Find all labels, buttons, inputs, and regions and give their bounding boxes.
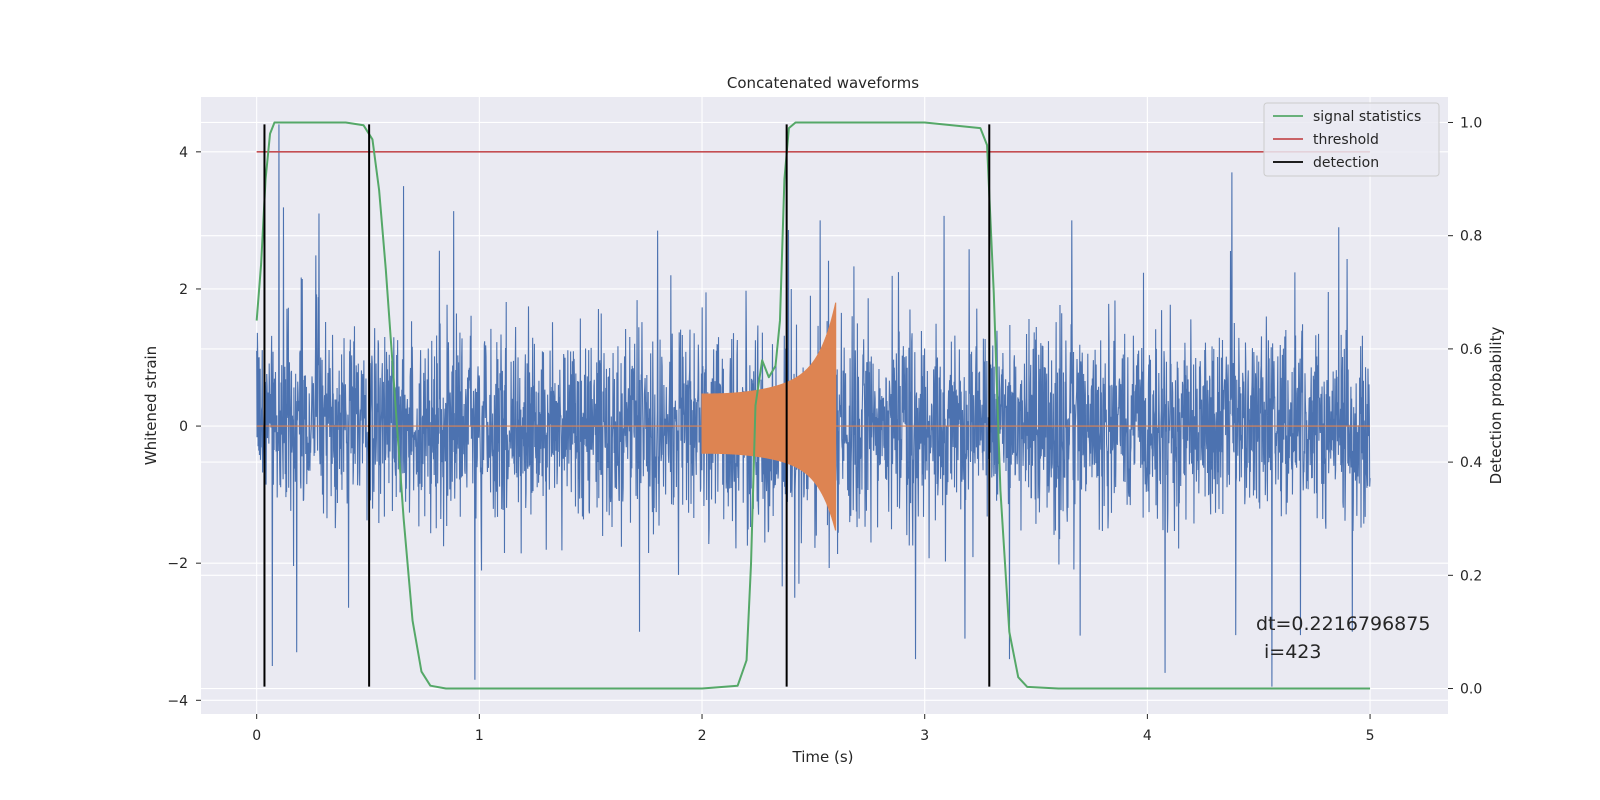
legend-detection-label: detection	[1313, 155, 1379, 171]
y-tick-label: 0	[179, 419, 188, 435]
x-tick-label: 2	[698, 728, 707, 744]
y2-tick-label: 1.0	[1460, 115, 1482, 131]
x-tick-label: 3	[920, 728, 929, 744]
y2-tick-label: 0.2	[1460, 568, 1482, 584]
legend-signal-statistics-label: signal statistics	[1313, 109, 1421, 125]
legend-threshold-label: threshold	[1313, 132, 1379, 148]
y-tick-label: −2	[167, 556, 188, 572]
y-tick-label: −4	[167, 693, 188, 709]
series-layer	[255, 121, 1371, 690]
x-tick-label: 1	[475, 728, 484, 744]
chart-title: Concatenated waveforms	[727, 74, 919, 92]
y2-tick-label: 0.6	[1460, 342, 1482, 358]
annotation-index: i=423	[1264, 641, 1321, 663]
legend-box	[1263, 102, 1440, 177]
y-tick-label: 4	[179, 145, 188, 161]
y2-tick-label: 0.8	[1460, 229, 1482, 245]
legend: signal statistics threshold detection	[1263, 102, 1440, 177]
ticks-layer: 0 1 2 3 4 5 −4 −2 0 2 4 0.0 0.2 0.4 0.6 0.8 1.0	[167, 115, 1482, 744]
y-axis-label: Whitened strain	[142, 346, 160, 465]
y2-tick-label: 0.0	[1460, 682, 1482, 698]
y2-axis-label: Detection probability	[1487, 327, 1505, 485]
annotation-dt: dt=0.2216796875	[1256, 613, 1430, 635]
y2-tick-label: 0.4	[1460, 455, 1482, 471]
x-tick-label: 0	[252, 728, 261, 744]
x-axis-label: Time (s)	[792, 748, 854, 766]
x-tick-label: 4	[1143, 728, 1152, 744]
x-tick-label: 5	[1366, 728, 1375, 744]
signal-statistics-line	[255, 121, 1371, 690]
injection-series-line	[256, 302, 1371, 531]
y-tick-label: 2	[179, 282, 188, 298]
